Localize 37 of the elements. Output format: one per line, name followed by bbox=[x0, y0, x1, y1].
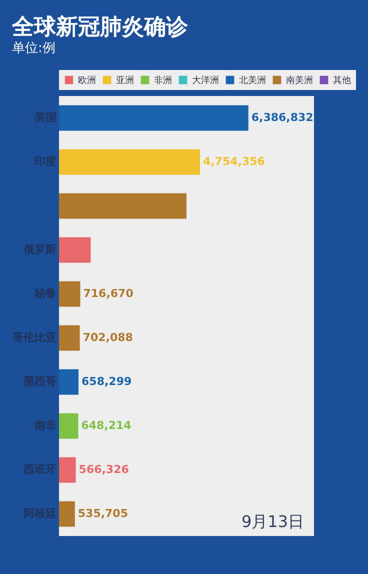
bar bbox=[59, 281, 80, 307]
y-tick-label: 阿根廷 bbox=[24, 507, 56, 520]
y-tick-label: 墨西哥 bbox=[22, 375, 56, 388]
legend-label: 非洲 bbox=[154, 75, 172, 86]
data-label: 702,088 bbox=[82, 331, 133, 344]
y-tick-label: 南非 bbox=[34, 419, 56, 432]
annotation: 9月13日 bbox=[241, 512, 304, 531]
legend-label: 大洋洲 bbox=[192, 75, 219, 86]
bar bbox=[59, 413, 78, 439]
bar bbox=[59, 149, 200, 175]
legend-label: 欧洲 bbox=[78, 75, 96, 86]
data-label: 566,326 bbox=[78, 463, 130, 476]
bar bbox=[59, 501, 75, 527]
legend-label: 北美洲 bbox=[239, 75, 266, 86]
bar bbox=[59, 369, 79, 395]
data-label: 6,386,832 bbox=[251, 111, 314, 124]
data-label: 648,214 bbox=[81, 419, 132, 432]
bar bbox=[59, 193, 186, 219]
bar bbox=[59, 105, 248, 131]
legend-label: 南美洲 bbox=[286, 75, 313, 86]
bar bbox=[59, 457, 76, 483]
y-tick-label: 西班牙 bbox=[22, 463, 56, 476]
data-label: 4,754,356 bbox=[202, 155, 266, 168]
y-tick-label: 哥伦比亚 bbox=[12, 331, 56, 344]
legend-label: 亚洲 bbox=[116, 75, 134, 86]
legend-label: 其他 bbox=[333, 75, 351, 86]
data-label: 535,705 bbox=[78, 507, 128, 520]
chart-title: 全球新冠肺炎确诊 bbox=[11, 14, 189, 40]
bar bbox=[59, 325, 80, 351]
y-tick-label: 印度 bbox=[34, 155, 56, 168]
bar bbox=[59, 237, 91, 263]
y-tick-label: 秘鲁 bbox=[34, 287, 56, 300]
y-tick-label: 俄罗斯 bbox=[22, 243, 56, 256]
chart-subtitle: 单位:例 bbox=[12, 41, 56, 56]
y-tick-label: 美国 bbox=[34, 111, 56, 124]
data-label: 716,670 bbox=[83, 287, 134, 300]
data-label: 658,299 bbox=[82, 375, 132, 388]
